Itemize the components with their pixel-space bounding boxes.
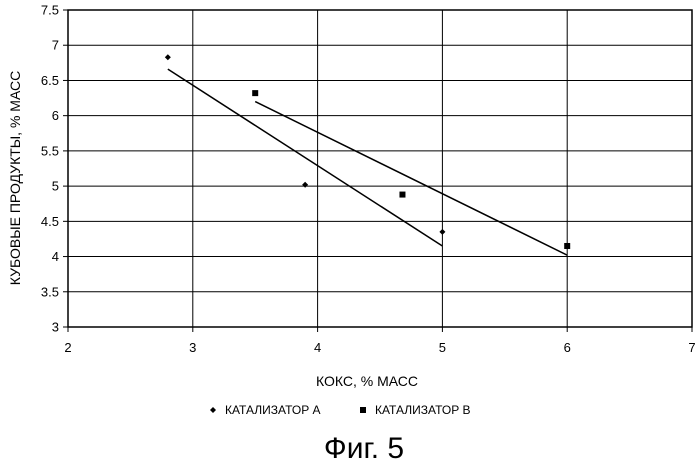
trendlines: [168, 69, 567, 255]
x-tick-label: 5: [439, 340, 446, 355]
y-tick-label: 4: [52, 249, 59, 264]
y-tick-label: 5.5: [41, 143, 59, 158]
y-tick-label: 5: [52, 179, 59, 194]
legend-marker-catalyst-b-shape: [360, 407, 366, 413]
trendline-series-1: [255, 102, 567, 256]
legend-marker-catalyst-b: [360, 407, 366, 413]
data-point-series-1: [252, 90, 258, 96]
x-tick-label: 2: [64, 340, 71, 355]
legend-marker-catalyst-a-shape: [210, 407, 216, 413]
y-tick-label: 7: [52, 38, 59, 53]
data-point-series-0: [165, 54, 171, 60]
data-point-series-1: [564, 243, 570, 249]
grid-lines: [63, 10, 692, 332]
legend-label-catalyst-a: КАТАЛИЗАТОР А: [225, 403, 321, 417]
y-tick-label: 6: [52, 108, 59, 123]
x-axis-title: КОКС, % МАСС: [316, 373, 418, 389]
plot-area-frame: [68, 10, 692, 327]
legend-marker-catalyst-a: [210, 407, 216, 413]
y-tick-label: 4.5: [41, 214, 59, 229]
x-tick-label: 6: [564, 340, 571, 355]
y-tick-label: 6.5: [41, 73, 59, 88]
tick-labels: 33.544.555.566.577.5234567: [41, 3, 696, 356]
trendline-series-0: [168, 69, 443, 246]
x-tick-label: 4: [314, 340, 321, 355]
data-point-series-1: [399, 192, 405, 198]
legend-label-catalyst-b: КАТАЛИЗАТОР В: [375, 403, 471, 417]
figure-caption: Фиг. 5: [324, 432, 404, 465]
legend: КАТАЛИЗАТОР А КАТАЛИЗАТОР В: [210, 403, 471, 417]
x-tick-label: 3: [189, 340, 196, 355]
x-tick-label: 7: [688, 340, 695, 355]
data-point-series-0: [302, 182, 308, 188]
y-tick-label: 3.5: [41, 284, 59, 299]
y-tick-label: 7.5: [41, 3, 59, 18]
data-points: [165, 54, 570, 249]
data-point-series-0: [439, 229, 445, 235]
y-tick-label: 3: [52, 320, 59, 335]
y-axis-title: КУБОВЫЕ ПРОДУКТЫ, % МАСС: [7, 71, 23, 285]
